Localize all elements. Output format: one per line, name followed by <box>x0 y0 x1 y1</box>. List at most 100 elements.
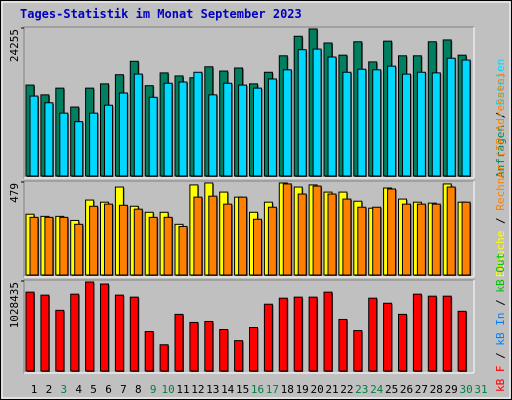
bar <box>416 71 426 177</box>
bar <box>297 193 307 276</box>
bar <box>263 303 273 372</box>
bar <box>293 296 303 372</box>
bar <box>74 121 84 177</box>
bar <box>357 206 367 276</box>
bar <box>431 203 441 276</box>
bar <box>85 281 95 372</box>
bar <box>223 82 233 177</box>
x-tick-label: 2 <box>46 383 53 396</box>
bar <box>387 65 397 177</box>
bar <box>267 206 277 276</box>
bar <box>40 294 50 372</box>
chart-title: Tages-Statistik im Monat September 2023 <box>20 7 302 21</box>
bar <box>387 188 397 276</box>
bar <box>308 296 318 372</box>
x-tick-label: 9 <box>150 383 157 396</box>
x-tick-label: 24 <box>370 383 384 396</box>
x-tick-label: 8 <box>135 383 142 396</box>
bar <box>282 183 292 276</box>
bar <box>25 291 35 372</box>
bar <box>368 297 378 372</box>
x-tick-label: 5 <box>90 383 97 396</box>
x-tick-label: 3 <box>60 383 67 396</box>
bar <box>416 203 426 276</box>
bar <box>383 302 393 372</box>
bar <box>174 313 184 372</box>
bar <box>163 82 173 177</box>
legend: kB F / kB In / kB Out <box>494 253 507 392</box>
x-tick-label: 19 <box>296 383 309 396</box>
bar <box>104 104 113 177</box>
legend-entry: Anfragen <box>494 125 507 178</box>
bar <box>457 310 467 372</box>
x-tick-label: 18 <box>281 383 294 396</box>
bar <box>427 295 437 372</box>
bar <box>323 291 333 372</box>
legend-separator: / <box>494 346 507 366</box>
x-tick-label: 20 <box>310 383 323 396</box>
y-tick-label: 24255 <box>8 29 21 62</box>
x-tick-label: 17 <box>266 383 279 396</box>
bar <box>238 84 248 177</box>
x-tick-label: 10 <box>161 383 174 396</box>
bar <box>297 49 307 177</box>
legend-entry: kB In <box>494 313 507 346</box>
x-tick-label: 26 <box>400 383 413 396</box>
bar <box>89 112 99 177</box>
bar <box>342 71 352 177</box>
bar <box>133 73 143 177</box>
bar <box>431 72 441 177</box>
bar <box>357 68 367 177</box>
legend: Besuche / Rechner (IP-Adressen) <box>494 72 507 277</box>
bar <box>118 204 128 276</box>
bar <box>193 196 203 276</box>
bar <box>312 48 322 177</box>
bar <box>402 73 411 177</box>
y-tick-label: 479 <box>8 183 21 203</box>
bar <box>327 193 337 276</box>
x-tick-label: 25 <box>385 383 398 396</box>
x-tick-label: 13 <box>206 383 219 396</box>
x-tick-label: 21 <box>325 383 338 396</box>
bar <box>219 329 229 372</box>
bar <box>282 69 292 177</box>
bar <box>461 201 471 276</box>
bar <box>278 297 288 372</box>
bar <box>159 344 169 372</box>
x-tick-label: 15 <box>236 383 249 396</box>
bar <box>342 198 352 276</box>
bar <box>249 327 258 372</box>
bar <box>129 296 139 372</box>
bar <box>327 56 337 177</box>
bar <box>234 340 244 372</box>
bar <box>372 69 382 177</box>
bar <box>193 71 203 177</box>
bar <box>29 95 39 177</box>
x-tick-label: 11 <box>176 383 189 396</box>
bar <box>189 321 199 372</box>
bar <box>148 216 158 276</box>
bar <box>238 196 248 276</box>
legend-separator: / <box>494 293 507 313</box>
bar <box>74 223 84 276</box>
legend-separator: / <box>494 211 507 231</box>
bar <box>114 294 124 372</box>
bar <box>208 94 218 177</box>
bar <box>312 185 322 276</box>
x-tick-label: 6 <box>105 383 112 396</box>
bar <box>178 225 188 276</box>
bar <box>446 57 456 177</box>
bar <box>267 78 277 177</box>
bar <box>223 203 233 276</box>
x-tick-label: 23 <box>355 383 368 396</box>
x-tick-label: 16 <box>251 383 264 396</box>
x-tick-label: 30 <box>459 383 472 396</box>
bar <box>208 195 218 276</box>
bar <box>44 216 54 276</box>
legend-entry: Dateien <box>494 59 507 105</box>
bar <box>402 203 411 276</box>
bar <box>44 102 54 177</box>
x-tick-label: 12 <box>191 383 204 396</box>
bar <box>70 293 80 372</box>
